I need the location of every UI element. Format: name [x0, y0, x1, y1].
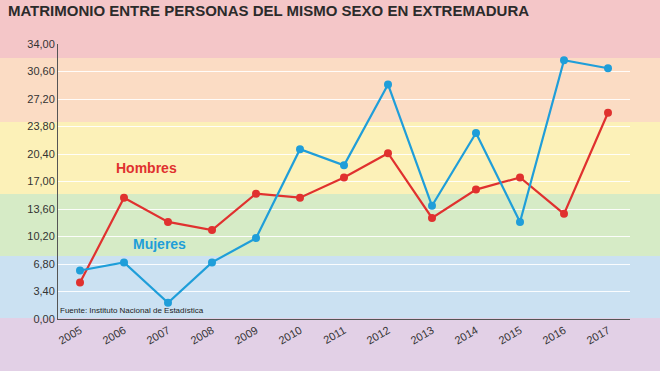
svg-text:Hombres: Hombres	[116, 160, 177, 176]
svg-text:10,20: 10,20	[27, 230, 55, 242]
svg-text:17,00: 17,00	[27, 175, 55, 187]
svg-text:30,60: 30,60	[27, 65, 55, 77]
svg-text:2009: 2009	[233, 324, 260, 347]
svg-text:2012: 2012	[365, 324, 392, 347]
svg-text:34,00: 34,00	[27, 38, 55, 50]
svg-text:2016: 2016	[541, 324, 568, 347]
svg-text:2010: 2010	[277, 324, 304, 347]
svg-text:2017: 2017	[585, 324, 612, 347]
svg-text:Mujeres: Mujeres	[133, 236, 186, 252]
svg-text:27,20: 27,20	[27, 93, 55, 105]
svg-text:2007: 2007	[145, 324, 172, 347]
svg-text:Fuente: Instituto Nacional de: Fuente: Instituto Nacional de Estadístic…	[60, 306, 204, 315]
svg-text:2013: 2013	[409, 324, 436, 347]
svg-text:13,60: 13,60	[27, 203, 55, 215]
svg-text:2011: 2011	[321, 324, 347, 346]
svg-text:3,40: 3,40	[33, 285, 54, 297]
svg-text:2005: 2005	[57, 324, 84, 347]
svg-text:6,80: 6,80	[33, 258, 54, 270]
svg-text:2014: 2014	[453, 324, 480, 347]
svg-text:20,40: 20,40	[27, 148, 55, 160]
svg-text:2008: 2008	[189, 324, 216, 347]
svg-text:0,00: 0,00	[33, 313, 54, 325]
svg-text:2015: 2015	[497, 324, 524, 347]
svg-text:2006: 2006	[101, 324, 128, 347]
svg-text:23,80: 23,80	[27, 120, 55, 132]
svg-text:MATRIMONIO ENTRE PERSONAS DEL: MATRIMONIO ENTRE PERSONAS DEL MISMO SEXO…	[8, 2, 529, 19]
